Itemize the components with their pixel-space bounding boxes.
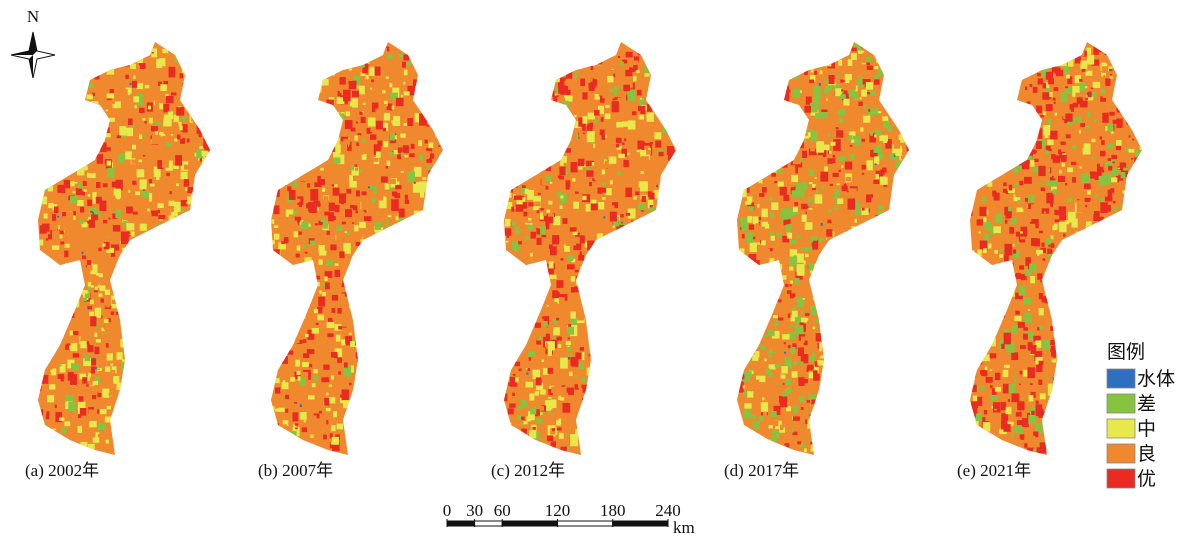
scale-label: 0: [443, 501, 452, 520]
legend-label: 中: [1137, 418, 1156, 440]
scale-segment: [475, 521, 503, 526]
scale-label: 60: [494, 501, 511, 520]
legend-swatch: [1107, 469, 1135, 488]
scale-unit: km: [673, 518, 695, 536]
panel-caption: (c) 2012年: [491, 461, 565, 480]
map-panel: (c) 2012年: [491, 35, 689, 480]
north-arrow: N: [11, 7, 55, 78]
scale-label: 180: [600, 501, 626, 520]
legend: 图例 水体差中良优: [1107, 341, 1175, 490]
legend-swatch: [1107, 444, 1135, 463]
map-panel: (b) 2007年: [258, 35, 454, 480]
scale-label: 120: [545, 501, 571, 520]
scale-segment: [613, 521, 668, 526]
legend-label: 水体: [1137, 368, 1175, 390]
legend-swatch: [1107, 369, 1135, 388]
legend-swatch: [1107, 394, 1135, 413]
scale-label: 30: [466, 501, 483, 520]
panel-caption: (b) 2007年: [258, 461, 333, 480]
panel-caption: (e) 2021年: [957, 461, 1031, 480]
scale-segment: [447, 521, 475, 526]
scale-segment: [558, 521, 613, 526]
legend-label: 差: [1137, 393, 1156, 415]
legend-title: 图例: [1107, 341, 1145, 363]
map-panel: (a) 2002年: [25, 35, 222, 480]
map-panel: (d) 2017年: [724, 35, 921, 480]
panel-caption: (a) 2002年: [25, 461, 99, 480]
legend-swatch: [1107, 419, 1135, 438]
scale-segment: [502, 521, 557, 526]
north-label: N: [27, 7, 39, 26]
scale-bar: 03060120180240km: [443, 501, 695, 536]
legend-label: 优: [1137, 468, 1156, 490]
panel-caption: (d) 2017年: [724, 461, 799, 480]
legend-label: 良: [1137, 443, 1156, 465]
